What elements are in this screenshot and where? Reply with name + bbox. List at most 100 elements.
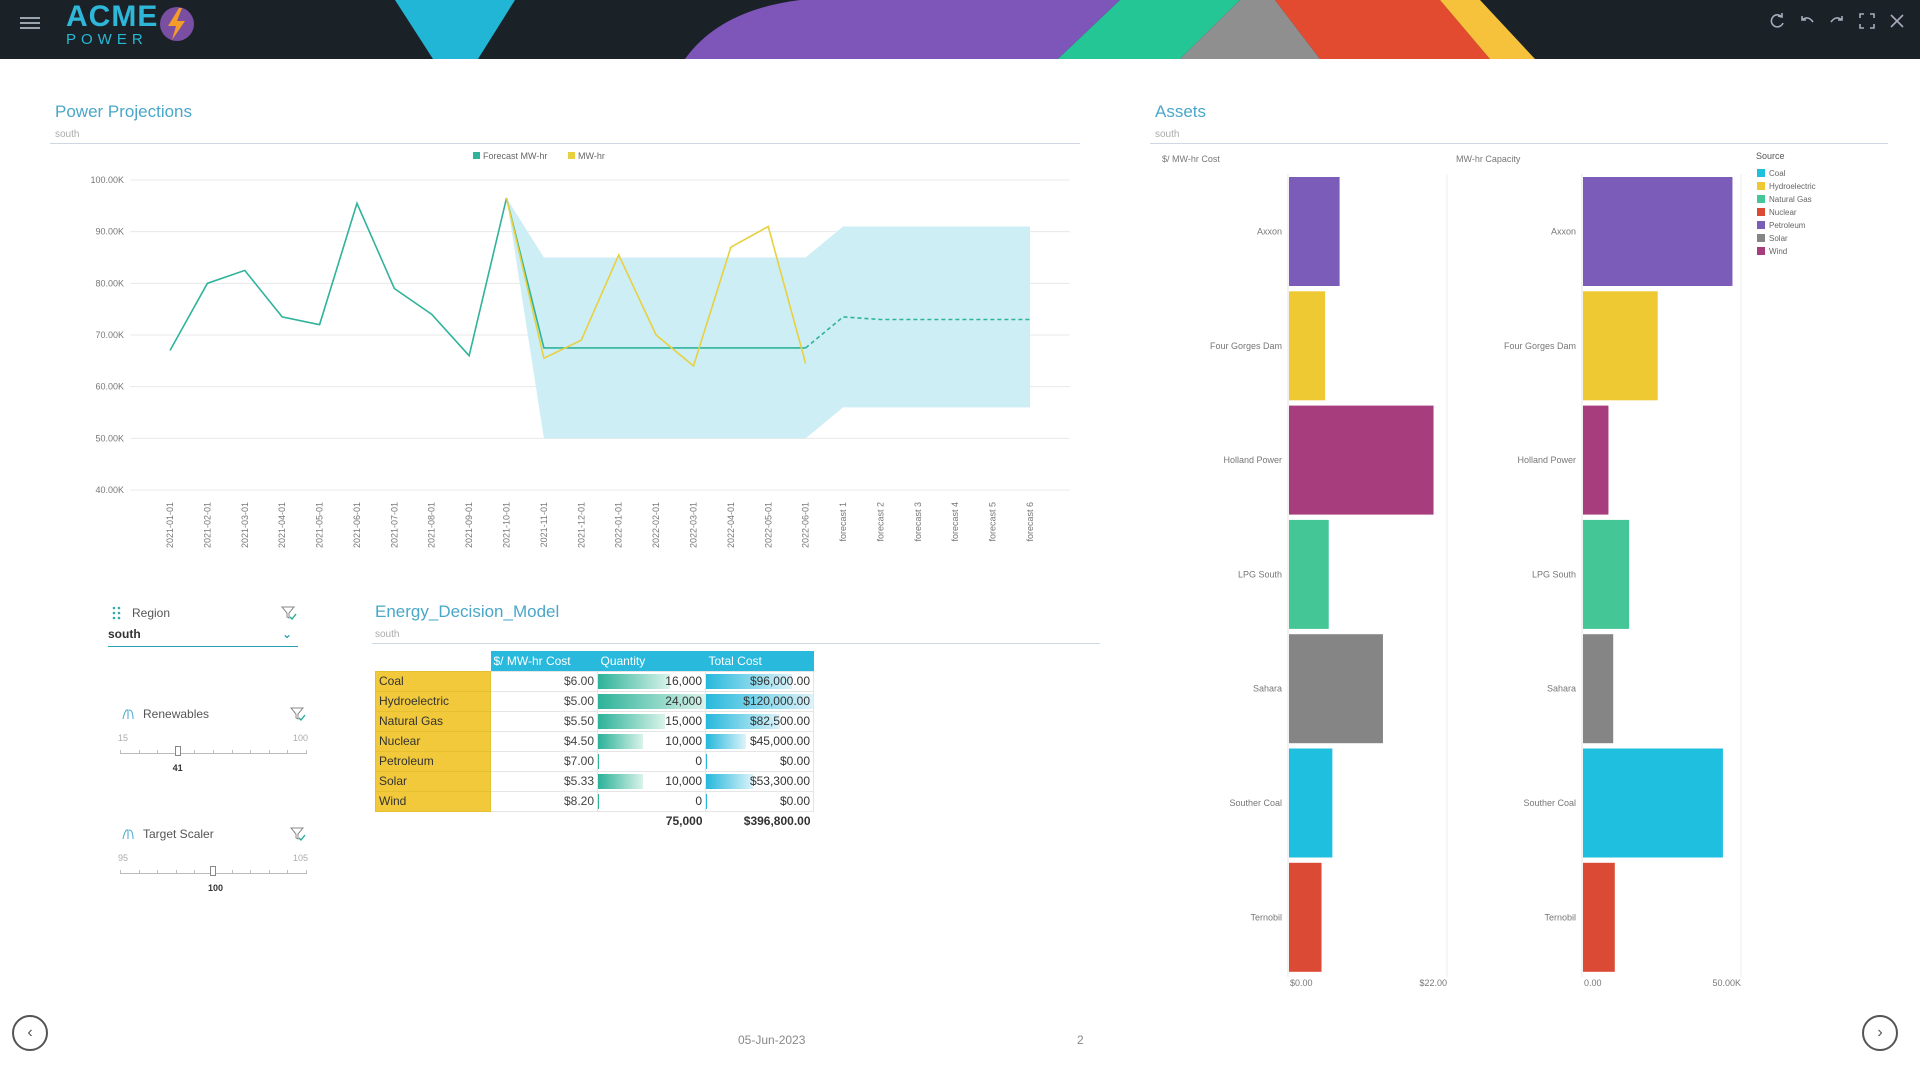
- total-cost-cell: $45,000.00: [705, 730, 814, 752]
- table-row[interactable]: Coal $6.00 16,000 $96,000.00: [375, 670, 814, 692]
- renewables-slider[interactable]: 15 100 41: [118, 733, 308, 773]
- total-cost-databar: [706, 773, 754, 789]
- legend-label: Wind: [1769, 247, 1787, 256]
- x-tick-label: 2021-07-01: [389, 502, 399, 548]
- app-header: ACME POWER: [0, 0, 1920, 59]
- category-label: LPG South: [1532, 569, 1576, 579]
- category-label: Axxon: [1257, 227, 1282, 237]
- x-tick-label: 2022-02-01: [651, 502, 661, 548]
- chart-legend: Forecast MW-hr MW-hr: [473, 151, 605, 161]
- row-label: Natural Gas: [375, 710, 491, 732]
- cost-cell: $8.20: [490, 790, 598, 812]
- y-tick-label: 100.00K: [90, 175, 124, 185]
- total-cost-cell: $96,000.00: [705, 670, 814, 692]
- x-tick-label: 2021-10-01: [502, 502, 512, 548]
- chevron-right-icon: ›: [1877, 1024, 1883, 1041]
- column-header[interactable]: Total Cost: [705, 651, 814, 671]
- close-icon[interactable]: [1886, 10, 1908, 32]
- table-row[interactable]: Wind $8.20 0 $0.00: [375, 790, 814, 812]
- quantity-cell: 24,000: [597, 690, 706, 712]
- legend-label: MW-hr: [578, 151, 605, 161]
- refresh-icon[interactable]: [1766, 10, 1788, 32]
- row-label: Nuclear: [375, 730, 491, 752]
- quantity-databar: [598, 793, 599, 809]
- previous-page-button[interactable]: ‹: [12, 1015, 48, 1051]
- table-row[interactable]: Solar $5.33 10,000 $53,300.00: [375, 770, 814, 792]
- table-row[interactable]: Petroleum $7.00 0 $0.00: [375, 750, 814, 772]
- legend-label: Nuclear: [1769, 208, 1797, 217]
- category-label: Holland Power: [1223, 455, 1282, 465]
- brand-line2: POWER: [66, 31, 148, 48]
- x-tick-label: 2021-08-01: [427, 502, 437, 548]
- table-row[interactable]: Hydroelectric $5.00 24,000 $120,000.00: [375, 690, 814, 712]
- table-row[interactable]: Nuclear $4.50 10,000 $45,000.00: [375, 730, 814, 752]
- filter-icon[interactable]: [290, 826, 306, 842]
- quantity-value: 24,000: [665, 694, 702, 708]
- slider-handle[interactable]: [210, 866, 216, 876]
- y-tick-label: 50.00K: [95, 433, 124, 443]
- legend-swatch: [1757, 234, 1765, 242]
- total-cost-value: $96,000.00: [749, 674, 810, 688]
- quantity-databar: [598, 753, 599, 769]
- total-cost-databar: [706, 733, 746, 749]
- region-value: south: [108, 627, 141, 641]
- legend-label: Hydroelectric: [1769, 182, 1816, 191]
- power-projections-chart[interactable]: Forecast MW-hr MW-hr 100.00K 90.00K 80.00K 70…: [40, 145, 1080, 565]
- x-tick-label: forecast 5: [988, 502, 998, 542]
- row-label: Solar: [375, 770, 491, 792]
- chart-title: MW-hr Capacity: [1456, 154, 1521, 164]
- model-title: Energy_Decision_Model: [375, 602, 560, 621]
- row-label: Coal: [375, 670, 491, 692]
- x-tick-label: 2021-12-01: [576, 502, 586, 548]
- assets-title: Assets: [1155, 102, 1207, 121]
- slider-track: [120, 750, 307, 754]
- y-tick-label: 80.00K: [95, 278, 124, 288]
- fullscreen-icon[interactable]: [1856, 10, 1878, 32]
- header-banner-art: [395, 0, 1535, 59]
- asset-bar: [1583, 634, 1614, 744]
- cost-cell: $5.50: [490, 710, 598, 732]
- table-row[interactable]: Natural Gas $5.50 15,000 $82,500.00: [375, 710, 814, 732]
- next-page-button[interactable]: ›: [1862, 1015, 1898, 1051]
- cost-cell: $4.50: [490, 730, 598, 752]
- menu-icon[interactable]: [20, 14, 40, 34]
- assets-chart[interactable]: $/ MW-hr Cost Axxon Four Gorges Dam Holland…: [1150, 145, 1910, 995]
- slider-handle[interactable]: [174, 746, 181, 756]
- decision-table[interactable]: $/ MW-hr Cost Quantity Total Cost Coal $6.00…: [375, 651, 814, 831]
- region-dropdown[interactable]: south ⌄: [108, 627, 298, 647]
- undo-icon[interactable]: [1796, 10, 1818, 32]
- column-header[interactable]: Quantity: [597, 651, 706, 671]
- total-cost-databar: [706, 753, 707, 769]
- cost-cell: $5.33: [490, 770, 598, 792]
- filter-icon[interactable]: [290, 706, 306, 722]
- legend-swatch: [1757, 247, 1765, 255]
- x-tick-label: 2021-01-01: [165, 502, 175, 548]
- asset-bar: [1583, 177, 1733, 286]
- filter-icon[interactable]: [281, 605, 297, 621]
- drag-handle-icon[interactable]: [112, 606, 122, 620]
- x-tick-label: forecast 4: [950, 502, 960, 542]
- quantity-databar: [598, 693, 705, 709]
- quantity-cell: 0: [597, 750, 706, 772]
- redo-icon[interactable]: [1826, 10, 1848, 32]
- legend-label: Natural Gas: [1769, 195, 1812, 204]
- divider: [1150, 143, 1888, 144]
- quantity-databar: [598, 773, 643, 789]
- quantity-cell: 16,000: [597, 670, 706, 692]
- projections-title: Power Projections: [55, 102, 193, 121]
- legend-label: Solar: [1769, 234, 1788, 243]
- legend-swatch: [1757, 169, 1765, 177]
- target-scaler-slider[interactable]: 95 105 100: [118, 853, 308, 893]
- x-tick-label: 2021-09-01: [464, 502, 474, 548]
- divider: [372, 643, 1100, 644]
- quantity-value: 0: [695, 794, 702, 808]
- asset-bar: [1289, 748, 1333, 858]
- series-line: [505, 197, 807, 368]
- asset-bar: [1289, 519, 1329, 629]
- column-header[interactable]: $/ MW-hr Cost: [490, 651, 598, 671]
- x-tick-label: 2021-02-01: [202, 502, 212, 548]
- total-cost-cell: $82,500.00: [705, 710, 814, 732]
- brand-line1: ACME: [66, 0, 159, 33]
- quantity-cell: 10,000: [597, 730, 706, 752]
- lightning-bolt-icon: [160, 7, 194, 41]
